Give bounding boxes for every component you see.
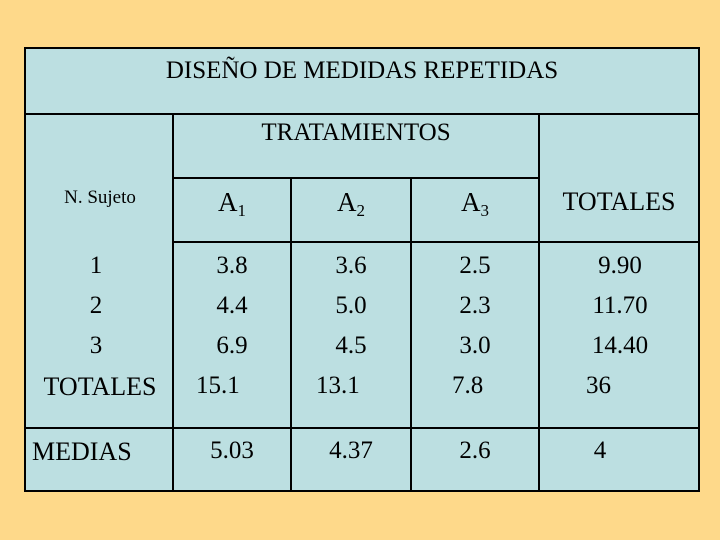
- row-3-a3: 3.0: [459, 332, 491, 359]
- row-1-total: 9.90: [598, 252, 642, 279]
- totals-column-header: TOTALES: [562, 187, 676, 216]
- row-3-a2: 4.5: [335, 332, 367, 359]
- row-1-a1: 3.8: [216, 252, 248, 279]
- means-a3: 2.6: [459, 437, 491, 464]
- means-a1: 5.03: [210, 437, 254, 464]
- totals-row-label: TOTALES: [43, 372, 157, 401]
- row-3-subject: 3: [89, 332, 103, 359]
- a3-column-header: A3: [461, 187, 489, 220]
- means-grand-mean: 4: [593, 437, 607, 464]
- a1-column-header: A1: [218, 187, 246, 220]
- col-divider-4: [538, 113, 540, 490]
- a2-column-header: A2: [337, 187, 365, 220]
- row-2-a1: 4.4: [216, 292, 248, 319]
- col-divider-2: [290, 177, 292, 490]
- subject-column-header: N. Sujeto: [64, 187, 136, 208]
- means-a2: 4.37: [329, 437, 373, 464]
- totals-a1: 15.1: [196, 372, 240, 399]
- totals-a3: 7.8: [452, 372, 484, 399]
- row-1-subject: 1: [89, 252, 103, 279]
- totals-a2: 13.1: [316, 372, 360, 399]
- means-divider: [26, 427, 698, 429]
- row-3-a1: 6.9: [216, 332, 248, 359]
- col-divider-3: [410, 177, 412, 490]
- row-3-total: 14.40: [591, 332, 649, 359]
- row-2-subject: 2: [89, 292, 103, 319]
- row-2-a3: 2.3: [459, 292, 491, 319]
- table-title: DISEÑO DE MEDIDAS REPETIDAS: [165, 57, 559, 84]
- means-row-label: MEDIAS: [32, 437, 132, 466]
- repeated-measures-table: DISEÑO DE MEDIDAS REPETIDAS TRATAMIENTOS…: [24, 47, 700, 492]
- row-2-total: 11.70: [592, 292, 648, 319]
- header-divider: [174, 177, 538, 179]
- col-divider-1: [172, 113, 174, 490]
- title-divider: [26, 113, 698, 115]
- row-1-a3: 2.5: [459, 252, 491, 279]
- totals-grand-total: 36: [586, 372, 611, 399]
- treatments-header: TRATAMIENTOS: [261, 119, 451, 146]
- row-2-a2: 5.0: [335, 292, 367, 319]
- body-divider: [174, 241, 698, 243]
- row-1-a2: 3.6: [335, 252, 367, 279]
